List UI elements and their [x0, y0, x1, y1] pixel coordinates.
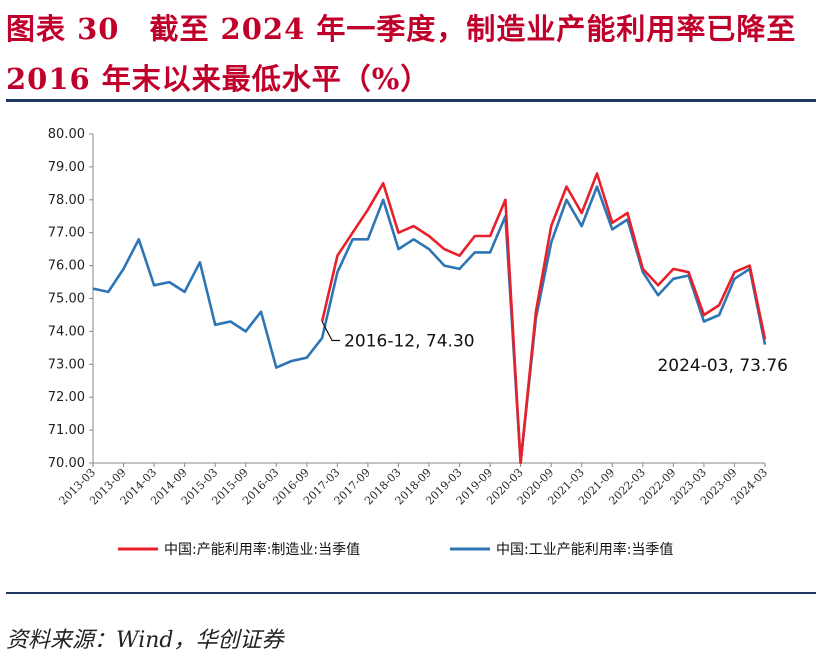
chart-legend: 中国:产能利用率:制造业:当季值 中国:工业产能利用率:当季值	[118, 541, 673, 558]
y-tick-label: 76.00	[48, 259, 85, 274]
page-title: 图表 30 截至 2024 年一季度，制造业产能利用率已降至 2016 年末以来…	[6, 12, 797, 96]
y-tick-label: 74.00	[48, 324, 85, 339]
series-line-1	[320, 172, 767, 465]
y-tick-label: 70.00	[48, 456, 85, 471]
y-tick-label: 80.00	[48, 127, 85, 142]
y-tick-label: 73.00	[48, 357, 85, 372]
annotation-label: 2024-03, 73.76	[657, 356, 788, 376]
chart-axes: 80.00 79.00 78.00 77.00 76.00 75.00 74.00 73.00…	[48, 127, 770, 507]
y-tick-label: 77.00	[48, 226, 85, 241]
y-tick-label: 71.00	[48, 423, 85, 438]
top-divider	[6, 99, 816, 102]
legend-label: 中国:工业产能利用率:当季值	[496, 541, 673, 558]
y-tick-label: 75.00	[48, 292, 85, 307]
annotation-leader	[321, 321, 341, 342]
chart-series	[92, 172, 767, 465]
y-tick-label: 72.00	[48, 390, 85, 405]
source-note: 资料来源：Wind，华创证券	[6, 628, 284, 653]
bottom-divider	[6, 592, 816, 594]
y-tick-label: 78.00	[48, 193, 85, 208]
series-line-2	[92, 185, 767, 465]
y-tick-label: 79.00	[48, 160, 85, 175]
legend-label: 中国:产能利用率:制造业:当季值	[164, 541, 360, 558]
chart-annotations: 2016-12, 74.30 2024-03, 73.76	[321, 321, 788, 376]
line-chart: 80.00 79.00 78.00 77.00 76.00 75.00 74.00 73.00…	[48, 127, 788, 558]
annotation-label: 2016-12, 74.30	[344, 332, 475, 352]
